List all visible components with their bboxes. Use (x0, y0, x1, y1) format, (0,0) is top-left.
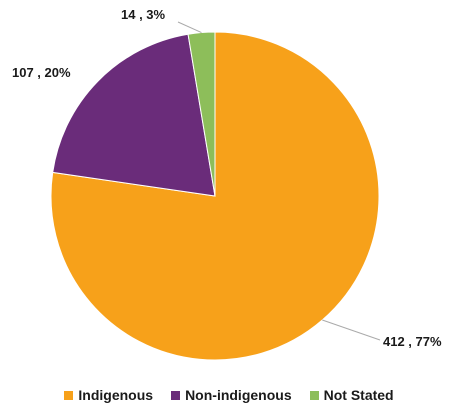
slice-not-stated (187, 31, 216, 197)
slice-non-indigenous (52, 33, 216, 197)
legend-swatch-non-indigenous (171, 390, 181, 400)
legend-swatch-indigenous (64, 390, 74, 400)
leader-line-not-stated (177, 21, 202, 34)
pie-slices (50, 31, 380, 361)
leader-lines (177, 21, 381, 341)
legend-label: Not Stated (323, 387, 394, 403)
pie-chart: 412 , 77% 107 , 20% 14 , 3% (12, 7, 442, 361)
legend: Indigenous Non-indigenous Not Stated (0, 382, 458, 408)
slice-indigenous (50, 31, 380, 361)
leader-line-indigenous (322, 319, 381, 341)
legend-label: Indigenous (78, 387, 154, 403)
data-label-indigenous: 412 , 77% (383, 334, 442, 349)
legend-item-non-indigenous: Non-indigenous (171, 387, 292, 403)
data-label-non-indigenous: 107 , 20% (12, 65, 71, 80)
data-label-not-stated: 14 , 3% (121, 7, 166, 22)
legend-item-not-stated: Not Stated (309, 387, 394, 403)
legend-swatch-not-stated (309, 390, 319, 400)
legend-item-indigenous: Indigenous (64, 387, 153, 403)
legend-label: Non-indigenous (185, 387, 292, 403)
